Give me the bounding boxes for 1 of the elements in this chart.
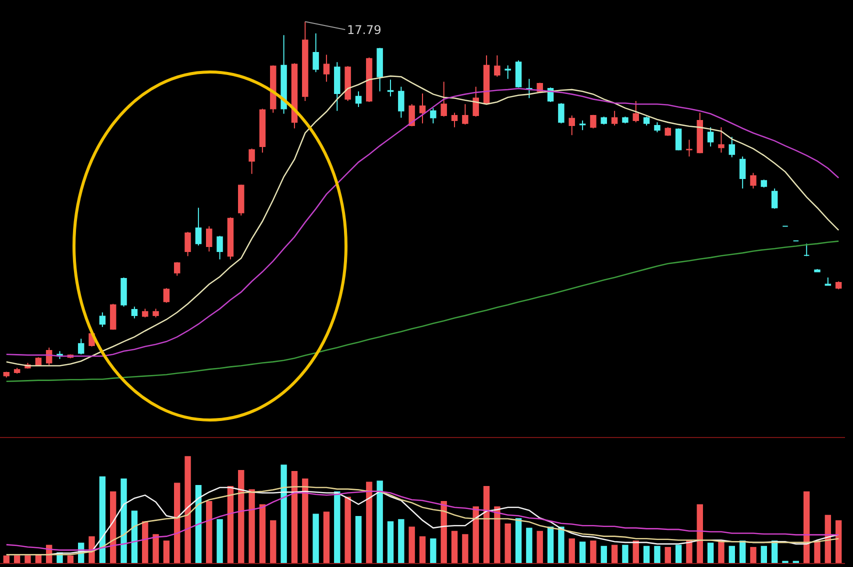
annotation: 17.79 <box>347 23 382 37</box>
